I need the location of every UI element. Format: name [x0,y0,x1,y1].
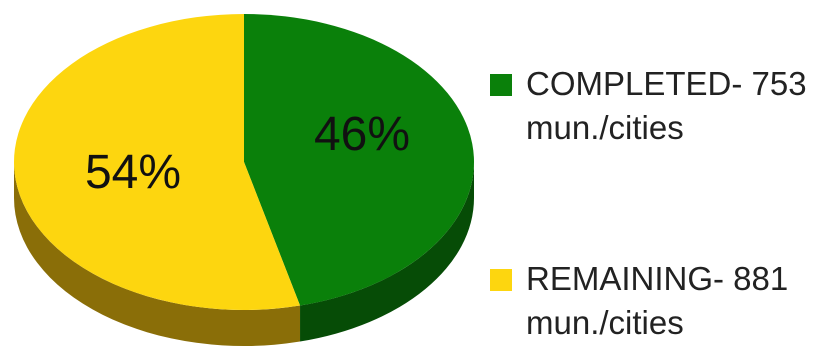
legend-swatch-remaining [490,269,512,291]
legend-swatch-completed [490,74,512,96]
slice-percent-label-remaining: 54% [85,146,181,199]
pie-side-completed [300,162,474,342]
pie-slice-remaining [14,14,301,310]
pie-side-remaining [13,162,301,347]
legend-item-remaining: REMAINING- 881 mun./cities [490,257,826,345]
legend-label-completed-line1: COMPLETED- 753 [526,65,807,102]
legend-label-remaining-line2: mun./cities [526,304,684,341]
pie-slice-completed [244,14,475,306]
legend-label-completed-line2: mun./cities [526,109,684,146]
legend-label-remaining-line1: REMAINING- 881 [526,260,789,297]
legend-item-completed: COMPLETED- 753 mun./cities [490,62,826,150]
legend: COMPLETED- 753 mun./cities REMAINING- 88… [490,62,825,352]
slice-percent-label-completed: 46% [314,108,410,161]
